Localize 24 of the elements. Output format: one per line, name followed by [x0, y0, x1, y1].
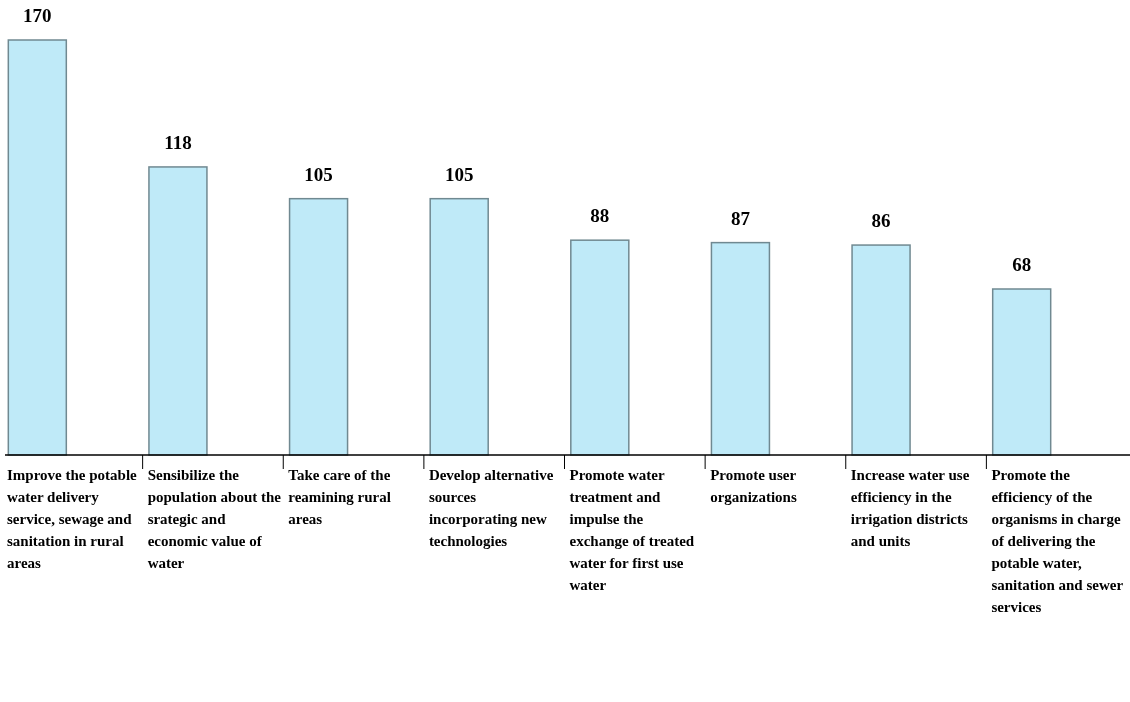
bar: [851, 244, 911, 456]
x-tick-label: Promote water treatment and impulse the exchange of treated water for first use water: [569, 467, 695, 593]
x-tick-label: Take care of the reamining rural areas: [288, 467, 391, 527]
x-tick-label: Sensibilize the population about the srategic and economic value of water: [147, 467, 282, 571]
bar: [570, 239, 630, 456]
x-tick-label: Promote the efficiency of the organisms in charge of delivering the potable water, sanitation and sewer services: [991, 467, 1124, 615]
bar: [991, 288, 1052, 456]
data-label: 170: [23, 5, 52, 26]
x-tick-label: Promote user organizations: [710, 467, 797, 505]
data-label: 105: [444, 163, 474, 185]
data-label: 88: [590, 205, 610, 227]
bar: [710, 241, 771, 456]
data-label: 86: [871, 210, 891, 232]
bar: [7, 39, 68, 456]
data-label: 68: [1012, 254, 1032, 275]
bar: [429, 197, 489, 456]
data-label: 118: [164, 131, 192, 153]
x-tick-label: Develop alternative sources incorporating new technologies: [428, 467, 554, 549]
bar: [288, 197, 349, 456]
bar: [148, 166, 208, 456]
x-tick-label: Improve the potable water delivery service, sewage and sanitation in rural areas: [7, 467, 138, 571]
x-tick-label: Increase water use efficiency in the irrigation districts and units: [850, 467, 970, 549]
data-label: 105: [304, 163, 333, 185]
data-label: 87: [730, 207, 751, 229]
